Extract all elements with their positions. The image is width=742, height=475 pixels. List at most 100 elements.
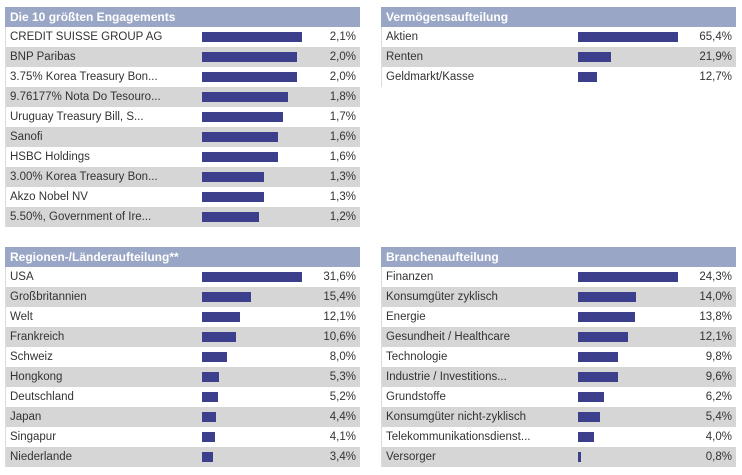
item-percentage: 5,2% [329, 391, 356, 403]
item-percentage: 9,6% [705, 371, 732, 383]
item-label: Versorger [386, 451, 436, 463]
item-label: 3.75% Korea Treasury Bon... [10, 71, 158, 83]
item-label: Geldmarkt/Kasse [386, 71, 475, 83]
list-item: Großbritannien 15,4% [6, 287, 360, 307]
list-item: Finanzen 24,3% [382, 267, 736, 287]
value-bar [202, 72, 297, 82]
item-label: Frankreich [10, 331, 65, 343]
item-percentage: 1,6% [329, 151, 356, 163]
list-item: Niederlande 3,4% [6, 447, 360, 467]
value-bar [578, 72, 597, 82]
value-bar [202, 92, 288, 102]
value-bar [202, 332, 236, 342]
value-bar [578, 52, 611, 62]
item-percentage: 14,0% [699, 291, 732, 303]
item-label: Technologie [386, 351, 448, 363]
list-item: Schweiz 8,0% [6, 347, 360, 367]
value-bar [202, 172, 264, 182]
item-label: BNP Paribas [10, 51, 76, 63]
item-percentage: 6,2% [705, 391, 732, 403]
value-bar [202, 152, 278, 162]
item-percentage: 5,4% [705, 411, 732, 423]
item-label: 5.50%, Government of Ire... [10, 211, 152, 223]
item-percentage: 1,7% [329, 111, 356, 123]
list-item: HSBC Holdings 1,6% [6, 147, 360, 167]
value-bar [202, 32, 302, 42]
sector-rows: Finanzen 24,3% Konsumgüter zyklisch 14,0% En… [381, 267, 736, 467]
item-label: 3.00% Korea Treasury Bon... [10, 171, 158, 183]
list-item: Energie 13,8% [382, 307, 736, 327]
list-item: 9.76177% Nota Do Tesouro... 1,8% [6, 87, 360, 107]
value-bar [578, 312, 635, 322]
value-bar [578, 272, 678, 282]
item-label: Niederlande [10, 451, 73, 463]
region-title: Regionen-/Länderaufteilung** [5, 247, 360, 267]
value-bar [578, 292, 636, 302]
item-percentage: 1,8% [329, 91, 356, 103]
item-percentage: 13,8% [699, 311, 732, 323]
value-bar [202, 132, 278, 142]
list-item: Technologie 9,8% [382, 347, 736, 367]
asset-allocation-rows: Aktien 65,4% Renten 21,9% Geldmarkt/Kasse 12,… [381, 27, 736, 87]
item-percentage: 24,3% [699, 271, 732, 283]
value-bar [202, 292, 251, 302]
list-item: 3.00% Korea Treasury Bon... 1,3% [6, 167, 360, 187]
list-item: Geldmarkt/Kasse 12,7% [382, 67, 736, 87]
list-item: Welt 12,1% [6, 307, 360, 327]
list-item: Renten 21,9% [382, 47, 736, 67]
list-item: Uruguay Treasury Bill, S... 1,7% [6, 107, 360, 127]
item-percentage: 10,6% [323, 331, 356, 343]
list-item: Sanofi 1,6% [6, 127, 360, 147]
item-percentage: 4,0% [705, 431, 732, 443]
item-percentage: 1,3% [329, 191, 356, 203]
item-label: Gesundheit / Healthcare [386, 331, 511, 343]
item-label: Welt [10, 311, 33, 323]
value-bar [202, 412, 216, 422]
item-label: Akzo Nobel NV [10, 191, 88, 203]
item-label: USA [10, 271, 34, 283]
item-percentage: 12,1% [699, 331, 732, 343]
list-item: Konsumgüter zyklisch 14,0% [382, 287, 736, 307]
value-bar [578, 392, 604, 402]
item-percentage: 21,9% [699, 51, 732, 63]
item-percentage: 0,8% [705, 451, 732, 463]
item-percentage: 4,4% [329, 411, 356, 423]
list-item: Versorger 0,8% [382, 447, 736, 467]
item-label: Energie [386, 311, 426, 323]
item-label: Konsumgüter zyklisch [386, 291, 498, 303]
region-panel: Regionen-/Länderaufteilung** USA 31,6% Gro… [5, 247, 360, 467]
item-label: Großbritannien [10, 291, 87, 303]
item-label: Industrie / Investitions... [386, 371, 507, 383]
asset-allocation-panel: Vermögensaufteilung Aktien 65,4% Renten 21,… [381, 7, 736, 87]
item-percentage: 1,2% [329, 211, 356, 223]
item-percentage: 1,6% [329, 131, 356, 143]
list-item: Industrie / Investitions... 9,6% [382, 367, 736, 387]
item-percentage: 4,1% [329, 431, 356, 443]
value-bar [202, 452, 213, 462]
region-rows: USA 31,6% Großbritannien 15,4% Welt 12,1% Fran… [5, 267, 360, 467]
value-bar [202, 212, 259, 222]
item-percentage: 2,0% [329, 51, 356, 63]
value-bar [202, 312, 240, 322]
item-percentage: 3,4% [329, 451, 356, 463]
value-bar [202, 352, 227, 362]
item-label: HSBC Holdings [10, 151, 90, 163]
list-item: Aktien 65,4% [382, 27, 736, 47]
value-bar [202, 392, 218, 402]
list-item: Akzo Nobel NV 1,3% [6, 187, 360, 207]
item-label: Aktien [386, 31, 418, 43]
item-label: Japan [10, 411, 42, 423]
item-label: Telekommunikationsdienst... [386, 431, 531, 443]
value-bar [578, 432, 594, 442]
item-label: Uruguay Treasury Bill, S... [10, 111, 144, 123]
top10-rows: CREDIT SUISSE GROUP AG 2,1% BNP Paribas 2,0… [5, 27, 360, 227]
item-percentage: 8,0% [329, 351, 356, 363]
value-bar [202, 112, 283, 122]
top10-panel: Die 10 größten Engagements CREDIT SUISSE… [5, 7, 360, 227]
list-item: Grundstoffe 6,2% [382, 387, 736, 407]
list-item: Telekommunikationsdienst... 4,0% [382, 427, 736, 447]
item-label: CREDIT SUISSE GROUP AG [10, 31, 163, 43]
item-label: Schweiz [10, 351, 53, 363]
sector-panel: Branchenaufteilung Finanzen 24,3% Konsumgü… [381, 247, 736, 467]
item-percentage: 65,4% [699, 31, 732, 43]
